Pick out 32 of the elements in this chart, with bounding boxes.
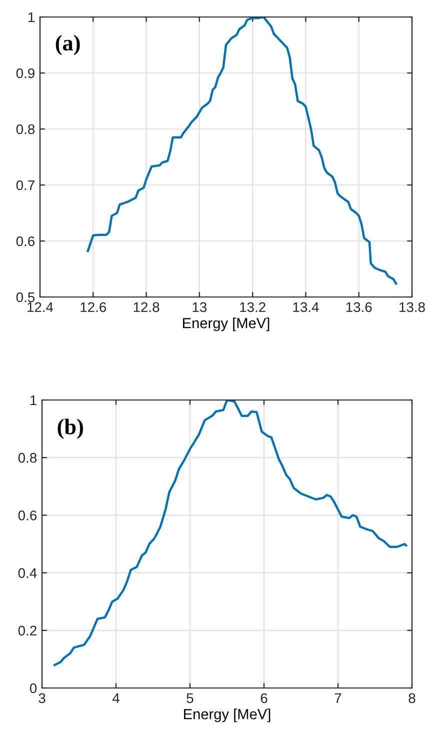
y-tick-label: 0.6 (18, 510, 37, 520)
y-tick-label: 0.7 (16, 180, 34, 190)
x-tick-label: 13.2 (240, 302, 266, 312)
x-tick-label: 5 (186, 693, 194, 704)
x-axis-title: Energy [MeV] (183, 318, 270, 332)
annotation: (b) (58, 418, 83, 439)
x-tick-label: 12.4 (28, 302, 54, 312)
y-tick-label: 1 (30, 395, 36, 406)
x-tick-label: 13 (192, 302, 207, 312)
y-tick-label: 1 (28, 12, 34, 22)
y-tick-label: 0.4 (18, 568, 37, 578)
y-tick-label: 0.6 (16, 236, 35, 246)
y-tick-label: 0 (30, 683, 37, 694)
line-series (53, 400, 408, 666)
x-axis-title: Energy [MeV] (184, 708, 270, 722)
x-tick-label: 7 (334, 693, 342, 703)
x-tick-label: 13.8 (400, 302, 425, 312)
x-tick-label: 13.6 (346, 302, 372, 312)
x-tick-label: 12.6 (80, 302, 106, 312)
x-tick-label: 13.4 (293, 302, 319, 312)
y-tick-label: 0.5 (16, 292, 35, 302)
y-tick-label: 0.2 (18, 626, 36, 636)
y-tick-label: 0.8 (16, 124, 35, 134)
x-tick-label: 4 (112, 693, 120, 703)
y-tick-label: 0.8 (18, 452, 37, 463)
line-series (86, 17, 398, 285)
x-tick-label: 6 (260, 693, 268, 704)
x-tick-label: 12.8 (134, 302, 160, 312)
y-tick-label: 0.9 (16, 68, 34, 78)
x-tick-label: 3 (38, 693, 46, 704)
x-tick-label: 8 (408, 693, 416, 704)
annotation: (a) (56, 34, 80, 56)
